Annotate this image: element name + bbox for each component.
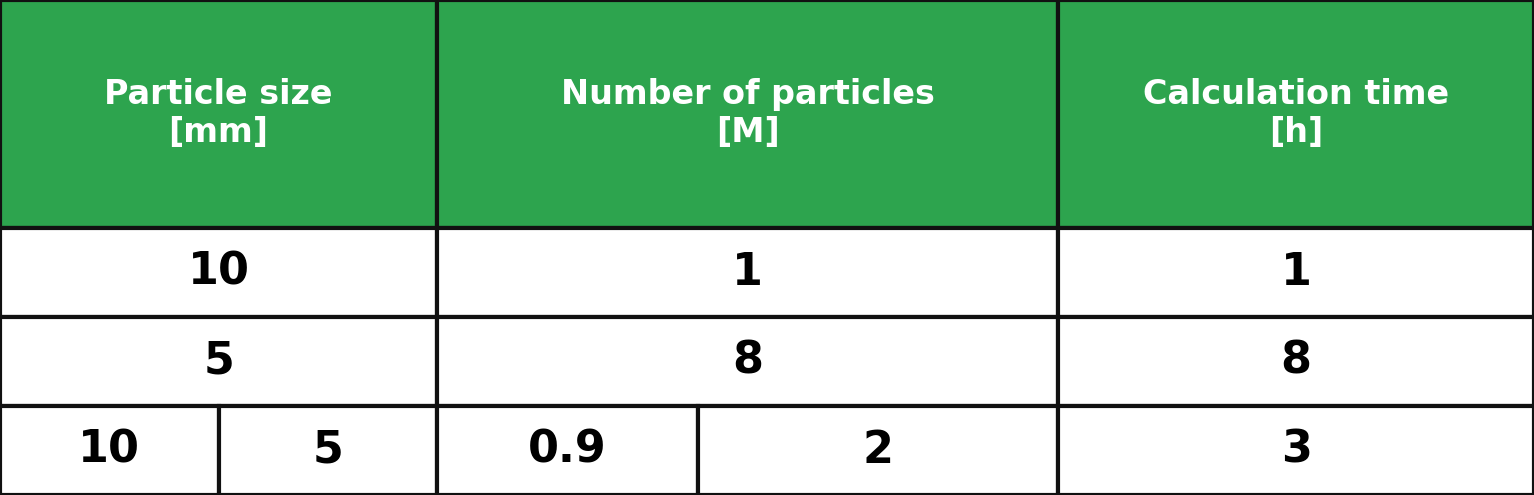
Text: 5: 5 [202,340,235,383]
Bar [0,228,437,317]
Bar [1058,0,1534,228]
Bar [437,0,1058,228]
Bar [698,406,1058,495]
Bar [1058,406,1534,495]
Bar [218,406,437,495]
Text: 8: 8 [1281,340,1312,383]
Text: 0.9: 0.9 [528,429,607,472]
Bar [1058,317,1534,406]
Text: 1: 1 [732,251,764,294]
Text: 8: 8 [732,340,764,383]
Text: 5: 5 [313,429,344,472]
Bar [437,406,698,495]
Text: 10: 10 [187,251,250,294]
Text: Calculation time
[h]: Calculation time [h] [1143,78,1450,149]
Bar [437,228,1058,317]
Bar [0,0,437,228]
Text: Number of particles
[M]: Number of particles [M] [561,78,934,149]
Text: 3: 3 [1281,429,1312,472]
Text: 1: 1 [1281,251,1312,294]
Bar [0,317,437,406]
Text: Particle size
[mm]: Particle size [mm] [104,78,333,149]
Text: 2: 2 [862,429,894,472]
Bar [0,406,218,495]
Bar [437,317,1058,406]
Text: 10: 10 [78,429,140,472]
Bar [1058,228,1534,317]
